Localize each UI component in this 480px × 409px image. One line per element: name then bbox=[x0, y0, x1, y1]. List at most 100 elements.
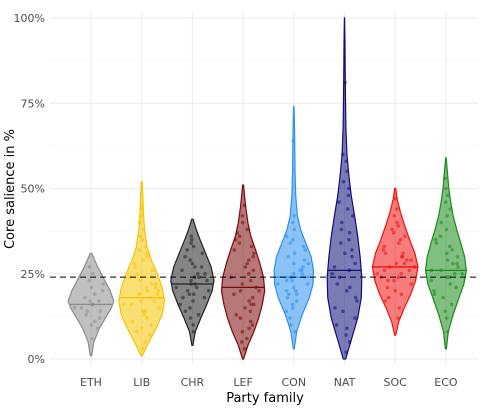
data-point bbox=[84, 312, 89, 317]
data-point bbox=[247, 299, 251, 303]
data-point bbox=[122, 302, 126, 307]
y-axis-title: Core salience in % bbox=[3, 129, 18, 249]
data-point bbox=[150, 268, 155, 273]
data-point bbox=[432, 289, 436, 293]
data-point bbox=[240, 329, 245, 334]
data-point bbox=[242, 347, 247, 351]
data-point bbox=[243, 265, 248, 269]
data-point bbox=[395, 220, 400, 225]
data-point bbox=[238, 289, 243, 293]
data-point bbox=[133, 265, 137, 269]
data-point bbox=[249, 278, 253, 283]
data-point bbox=[300, 272, 305, 276]
data-point bbox=[140, 203, 144, 208]
data-point bbox=[341, 152, 345, 157]
data-point bbox=[291, 272, 296, 276]
data-point bbox=[141, 347, 145, 351]
x-tick-label: LIB bbox=[133, 376, 150, 389]
data-point bbox=[337, 275, 342, 280]
data-point bbox=[344, 159, 349, 163]
data-point bbox=[339, 227, 344, 232]
data-point bbox=[143, 244, 148, 249]
data-point bbox=[455, 261, 459, 266]
data-point bbox=[234, 312, 239, 317]
data-point bbox=[284, 234, 289, 238]
data-point bbox=[445, 275, 449, 280]
data-point bbox=[401, 251, 405, 256]
data-point bbox=[191, 299, 195, 303]
data-point bbox=[286, 254, 291, 259]
data-point bbox=[448, 244, 452, 249]
data-point bbox=[189, 234, 193, 238]
data-point bbox=[344, 333, 348, 337]
data-point bbox=[138, 278, 142, 283]
data-point bbox=[89, 323, 94, 327]
violin-body bbox=[220, 184, 266, 360]
data-point bbox=[441, 295, 446, 300]
data-point bbox=[185, 289, 190, 293]
data-point bbox=[350, 254, 354, 259]
data-point bbox=[450, 248, 455, 252]
data-point bbox=[332, 265, 337, 269]
data-point bbox=[233, 237, 238, 242]
data-point bbox=[375, 272, 379, 276]
data-point bbox=[339, 241, 343, 245]
data-point bbox=[178, 302, 182, 307]
data-point bbox=[385, 285, 390, 290]
data-point bbox=[444, 186, 448, 191]
data-point bbox=[386, 295, 391, 300]
data-point bbox=[343, 81, 347, 85]
data-point bbox=[203, 272, 207, 276]
data-point bbox=[306, 261, 311, 266]
data-point bbox=[72, 306, 77, 310]
data-point bbox=[96, 326, 100, 331]
x-tick-label: CHR bbox=[181, 376, 205, 389]
data-point bbox=[287, 292, 291, 297]
data-point bbox=[250, 323, 255, 327]
data-point bbox=[454, 285, 459, 290]
data-point bbox=[145, 316, 149, 320]
data-point bbox=[143, 340, 147, 344]
data-point bbox=[251, 254, 255, 259]
data-point bbox=[141, 227, 145, 232]
data-point bbox=[141, 309, 145, 314]
data-point bbox=[93, 319, 97, 324]
data-point bbox=[382, 268, 387, 273]
data-point bbox=[438, 234, 443, 238]
violin-eco bbox=[424, 157, 467, 350]
data-point bbox=[202, 295, 207, 300]
data-point bbox=[347, 186, 351, 191]
data-point bbox=[409, 258, 413, 262]
data-point bbox=[188, 316, 193, 320]
data-point bbox=[91, 272, 95, 276]
data-point bbox=[97, 299, 101, 303]
data-point bbox=[247, 272, 251, 276]
data-point bbox=[193, 265, 197, 269]
data-point bbox=[456, 265, 460, 269]
data-point bbox=[157, 306, 161, 310]
data-point bbox=[403, 234, 407, 238]
data-point bbox=[240, 340, 244, 344]
data-point bbox=[139, 326, 144, 331]
data-point bbox=[393, 196, 398, 201]
data-point bbox=[101, 282, 106, 286]
data-point bbox=[397, 241, 401, 245]
data-point bbox=[348, 285, 352, 290]
data-point bbox=[291, 285, 296, 290]
data-point bbox=[443, 200, 448, 204]
data-point bbox=[90, 336, 94, 341]
data-point bbox=[451, 261, 455, 266]
violin-lef bbox=[220, 184, 266, 360]
data-point bbox=[289, 323, 293, 327]
data-point bbox=[330, 272, 334, 276]
data-point bbox=[445, 258, 450, 262]
data-point bbox=[135, 329, 139, 334]
data-point bbox=[144, 285, 149, 290]
data-point bbox=[196, 272, 200, 276]
violin-body bbox=[371, 187, 419, 336]
data-point bbox=[155, 292, 160, 297]
data-point bbox=[191, 323, 195, 327]
data-point bbox=[257, 289, 261, 293]
violin-soc bbox=[371, 187, 419, 336]
